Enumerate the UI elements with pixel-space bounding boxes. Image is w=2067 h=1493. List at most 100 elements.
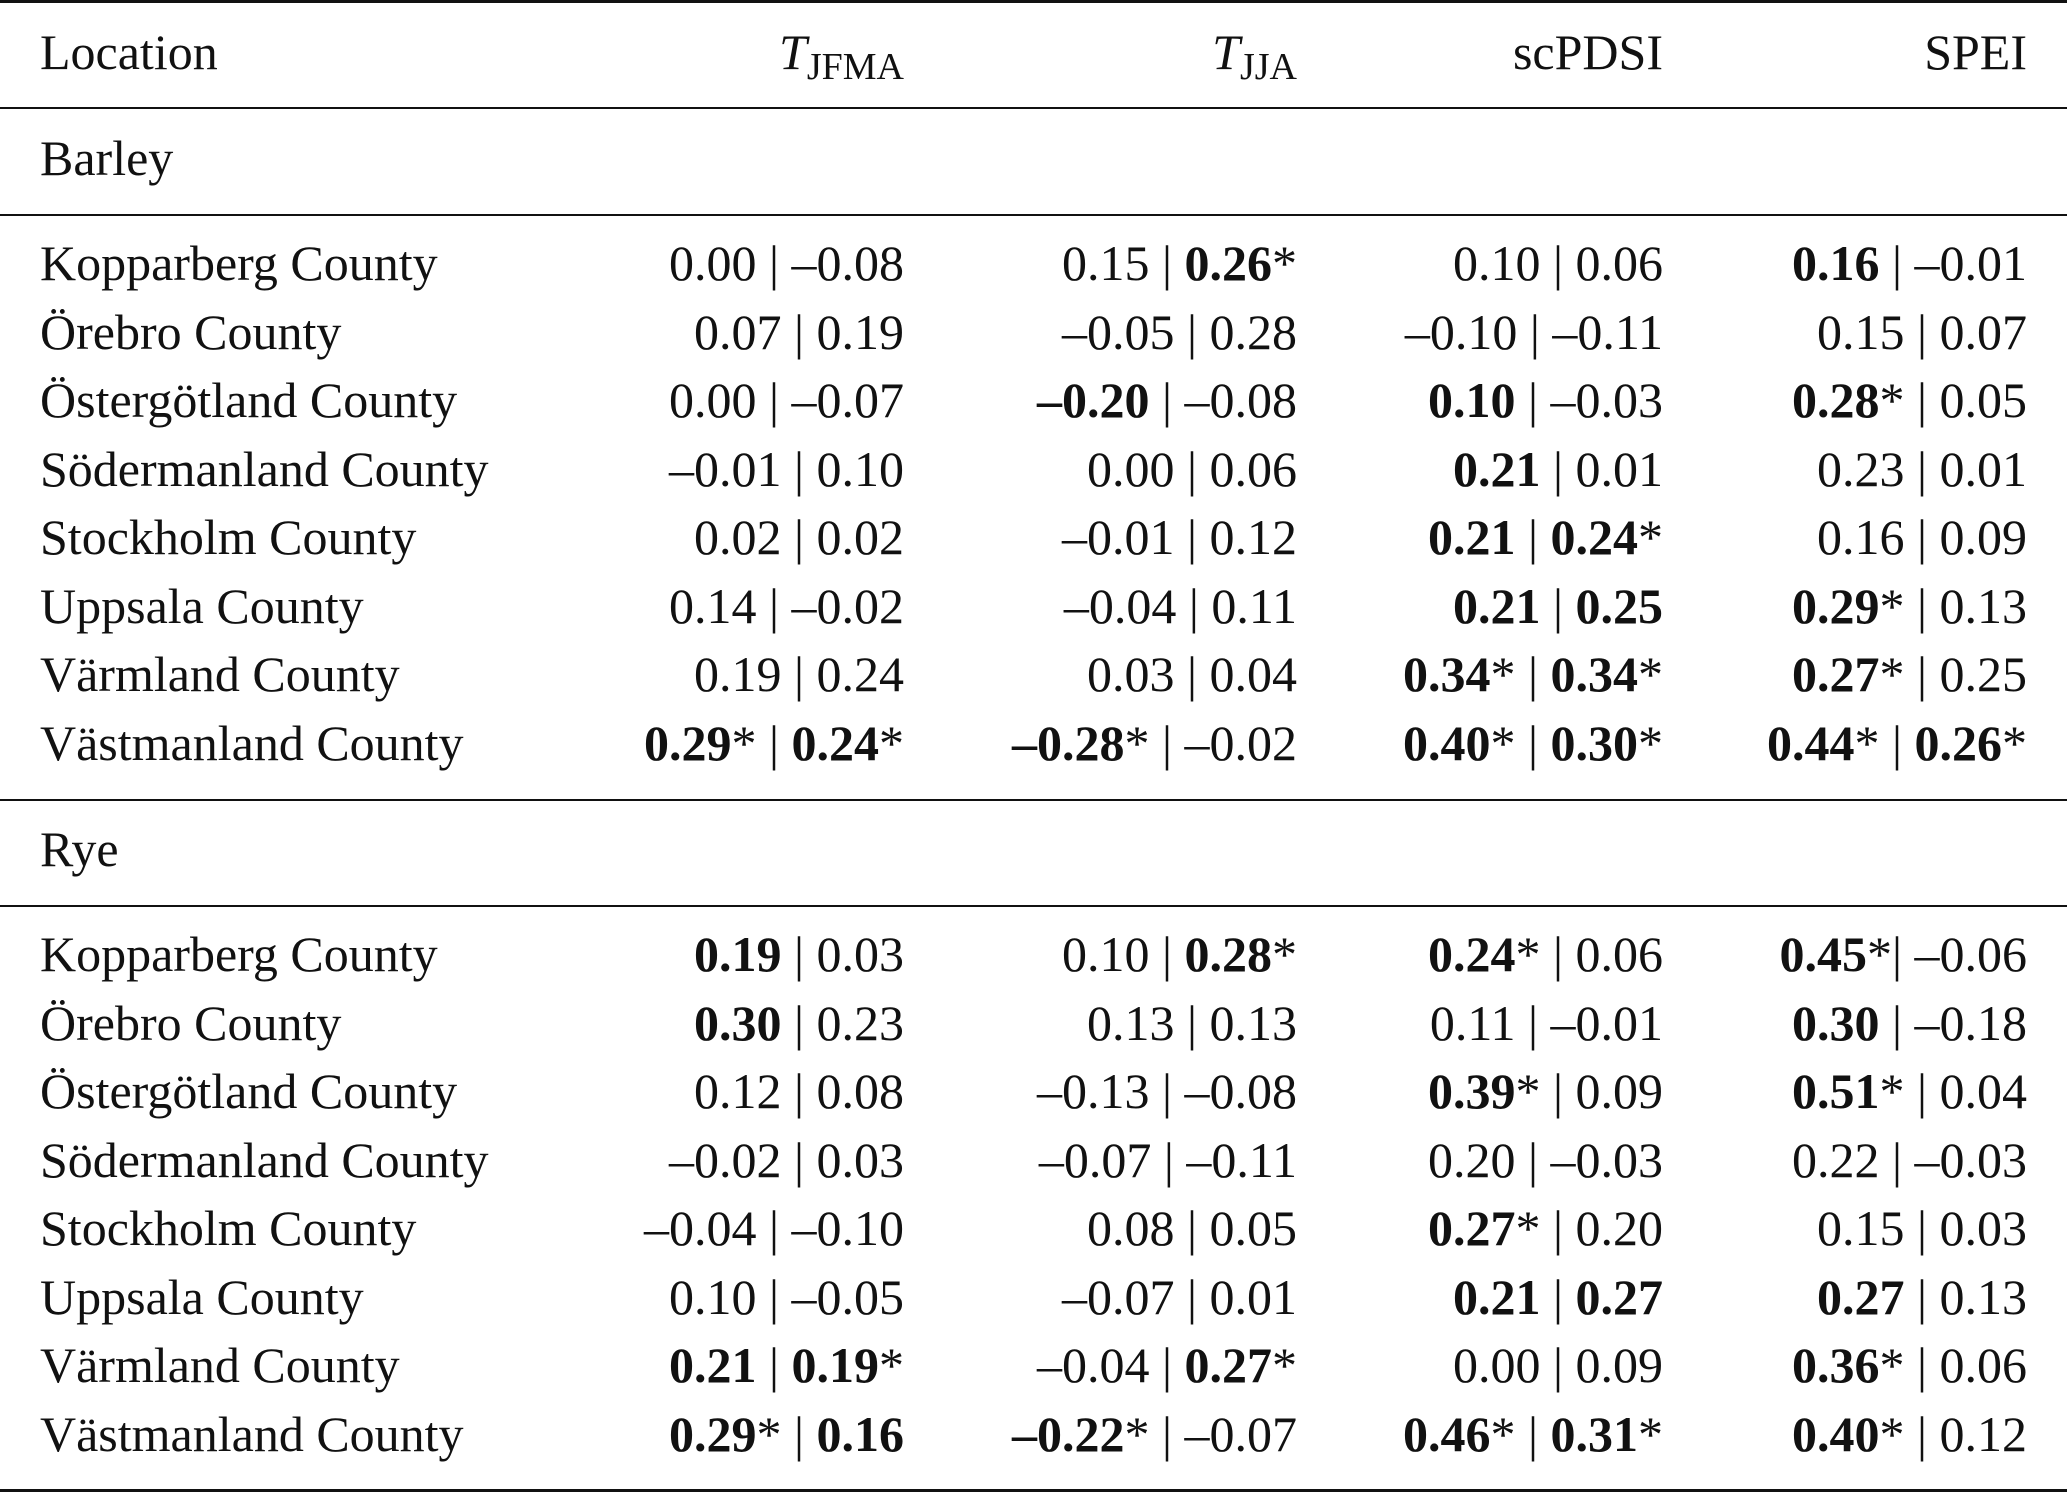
value-detrended: 0.51	[1791, 1063, 1880, 1119]
significance-marker: *	[1124, 714, 1150, 771]
value-cell-scpdsi: 0.10 | –0.03	[1428, 366, 1663, 434]
significance-marker: *	[1866, 926, 1892, 982]
value-raw: 0.25	[1939, 646, 2028, 702]
value-separator: |	[1174, 994, 1210, 1051]
value-detrended: 0.02	[693, 509, 782, 565]
value-separator: |	[1879, 1131, 1915, 1188]
value-cell-spei: 0.28* | 0.05	[1792, 366, 2027, 434]
value-raw: 0.10	[816, 440, 905, 497]
value-cell-t-jfma: 0.29* | 0.24*	[644, 709, 904, 777]
section-rule	[0, 214, 2067, 216]
location-cell: Värmland County	[40, 1337, 400, 1393]
header-rule	[0, 107, 2067, 109]
value-separator: |	[1149, 372, 1185, 428]
value-detrended: 0.27	[1427, 1200, 1516, 1256]
value-separator: |	[1515, 714, 1551, 771]
table-row: Östergötland County 0.00 | –0.07 –0.20 | –…	[0, 366, 2067, 434]
value-raw: 0.03	[816, 1131, 905, 1188]
value-cell-t-jfma: 0.19 | 0.03	[694, 920, 904, 988]
header-t-jja: TJJA	[1212, 18, 1297, 88]
value-separator: |	[1904, 372, 1940, 428]
location-cell: Östergötland County	[40, 372, 458, 428]
value-cell-t-jja: –0.07 | –0.11	[1039, 1126, 1297, 1194]
value-detrended: 0.00	[668, 235, 757, 291]
value-detrended: 0.45	[1779, 926, 1867, 982]
value-cell-t-jfma: 0.00 | –0.07	[669, 366, 904, 434]
value-detrended: –0.28	[1011, 714, 1125, 771]
value-detrended: 0.23	[1816, 440, 1905, 497]
value-cell-t-jfma: 0.14 | –0.02	[669, 572, 904, 640]
value-separator: |	[1149, 1063, 1185, 1119]
value-detrended: –0.22	[1011, 1405, 1125, 1462]
value-raw: 0.13	[1939, 577, 2028, 634]
value-raw: 0.06	[1575, 926, 1664, 982]
value-raw: 0.03	[1939, 1200, 2028, 1256]
value-detrended: 0.40	[1791, 1405, 1880, 1462]
value-separator: |	[1540, 1337, 1576, 1393]
significance-marker: *	[1490, 1405, 1516, 1462]
value-detrended: –0.04	[643, 1200, 757, 1256]
value-cell-scpdsi: 0.27* | 0.20	[1428, 1194, 1663, 1262]
table-row: Örebro County 0.30 | 0.23 0.13 | 0.13 0.11 …	[0, 989, 2067, 1057]
location-cell: Örebro County	[40, 994, 342, 1051]
value-cell-spei: 0.36* | 0.06	[1792, 1331, 2027, 1399]
value-raw: –0.07	[1184, 1405, 1298, 1462]
value-separator: |	[781, 646, 817, 702]
value-raw: 0.01	[1575, 440, 1664, 497]
section-rule	[0, 799, 2067, 801]
value-separator: |	[756, 1337, 792, 1393]
value-detrended: 0.30	[1791, 994, 1880, 1051]
value-cell-spei: 0.29* | 0.13	[1792, 572, 2027, 640]
value-separator: |	[756, 235, 792, 291]
header-spei: SPEI	[1924, 24, 2027, 80]
value-separator: |	[1904, 646, 1940, 702]
value-raw: 0.01	[1209, 1268, 1298, 1325]
value-raw: 0.31	[1550, 1405, 1639, 1462]
location-cell: Stockholm County	[40, 509, 417, 565]
value-raw: 0.19	[791, 1337, 880, 1393]
value-cell-t-jja: –0.13 | –0.08	[1037, 1057, 1297, 1125]
value-detrended: –0.04	[1036, 1337, 1150, 1393]
value-detrended: 0.44	[1766, 714, 1855, 771]
significance-marker: *	[1490, 714, 1516, 771]
value-cell-t-jja: 0.08 | 0.05	[1087, 1194, 1297, 1262]
significance-marker: *	[1515, 1200, 1541, 1256]
value-raw: 0.30	[1550, 714, 1639, 771]
value-separator: |	[756, 577, 792, 634]
table-row: Stockholm County –0.04 | –0.10 0.08 | 0.05…	[0, 1194, 2067, 1262]
value-detrended: 0.16	[1791, 235, 1880, 291]
table-row: Kopparberg County 0.00 | –0.08 0.15 | 0.26…	[0, 229, 2067, 297]
value-raw: 0.26	[1914, 714, 2003, 771]
value-separator: |	[1879, 994, 1915, 1051]
value-detrended: 0.21	[1427, 509, 1516, 565]
value-separator: |	[1904, 1200, 1940, 1256]
significance-marker: *	[879, 1337, 904, 1393]
significance-marker: *	[879, 714, 904, 771]
value-cell-spei: 0.40* | 0.12	[1792, 1400, 2027, 1468]
significance-marker: *	[1879, 1337, 1905, 1393]
value-raw: 0.04	[1209, 646, 1298, 702]
location-cell: Södermanland County	[40, 440, 489, 497]
value-raw: –0.03	[1550, 372, 1664, 428]
bottom-rule	[0, 1489, 2067, 1492]
table-row: Värmland County 0.21 | 0.19* –0.04 | 0.27*…	[0, 1331, 2067, 1399]
value-cell-t-jja: 0.10 | 0.28*	[1062, 920, 1297, 988]
value-separator: |	[1904, 1337, 1940, 1393]
value-detrended: 0.27	[1816, 1268, 1905, 1325]
significance-marker: *	[1515, 1063, 1541, 1119]
value-cell-spei: 0.44* | 0.26*	[1767, 709, 2027, 777]
value-cell-t-jfma: –0.01 | 0.10	[669, 435, 904, 503]
value-raw: 0.06	[1575, 235, 1664, 291]
value-detrended: –0.20	[1036, 372, 1150, 428]
value-detrended: 0.22	[1791, 1131, 1880, 1188]
value-separator: |	[781, 1131, 817, 1188]
value-raw: 0.04	[1939, 1063, 2028, 1119]
value-cell-t-jfma: 0.30 | 0.23	[694, 989, 904, 1057]
location-cell: Värmland County	[40, 646, 400, 702]
section-title: Rye	[40, 821, 119, 877]
value-separator: |	[1176, 577, 1212, 634]
value-raw: 0.20	[1575, 1200, 1664, 1256]
value-cell-spei: 0.30 | –0.18	[1792, 989, 2027, 1057]
value-raw: –0.02	[1184, 714, 1298, 771]
value-separator: |	[1515, 372, 1551, 428]
